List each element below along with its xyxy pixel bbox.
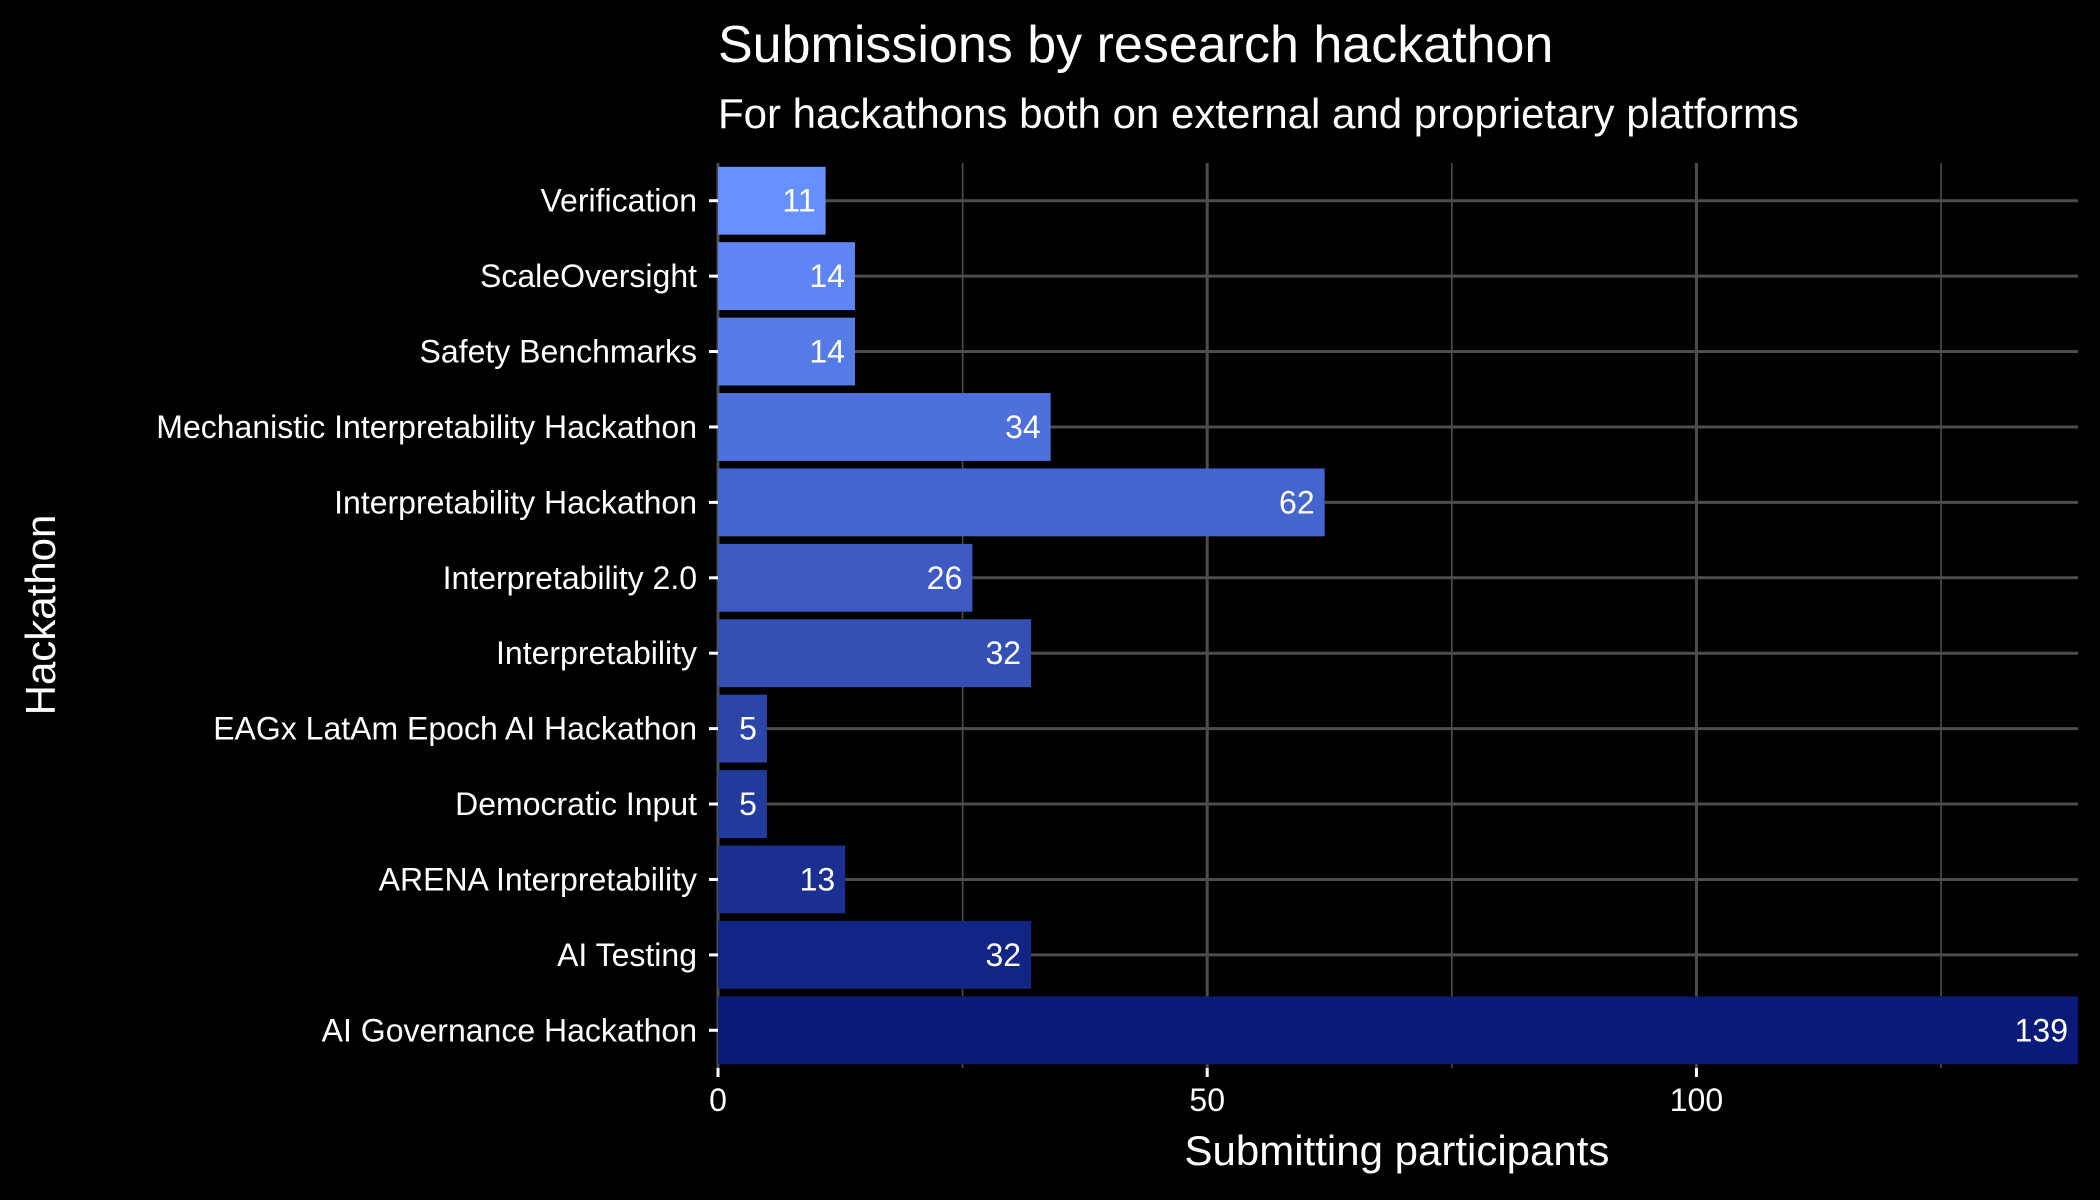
bar (718, 845, 846, 914)
category-label: Interpretability Hackathon (334, 484, 697, 520)
category-label: ScaleOversight (480, 258, 697, 294)
bar-value-label: 32 (985, 937, 1021, 973)
category-label: AI Testing (557, 937, 697, 973)
x-tick-label: 0 (709, 1082, 727, 1118)
category-label: Interpretability (496, 635, 697, 671)
bar-value-label: 14 (809, 258, 845, 294)
bar (718, 242, 855, 311)
bar-value-label: 5 (739, 786, 757, 822)
bar-value-label: 32 (985, 635, 1021, 671)
category-label: Democratic Input (455, 786, 697, 822)
bar (718, 166, 826, 235)
category-label: Interpretability 2.0 (443, 560, 697, 596)
x-tick-label: 100 (1670, 1082, 1723, 1118)
bar-value-label: 13 (800, 861, 836, 897)
bar-value-label: 14 (809, 334, 845, 370)
x-axis: 0 50 100 (709, 1068, 1723, 1118)
bar (718, 619, 1032, 688)
bar (718, 920, 1032, 989)
bar-value-label: 139 (2015, 1012, 2068, 1048)
category-label: EAGx LatAm Epoch AI Hackathon (213, 711, 697, 747)
category-label: Mechanistic Interpretability Hackathon (156, 409, 697, 445)
bar (718, 468, 1325, 537)
bar-value-label: 5 (739, 711, 757, 747)
y-axis: Verification ScaleOversight Safety Benchma… (156, 183, 718, 1048)
x-axis-title: Submitting participants (1185, 1127, 1610, 1174)
category-label: Safety Benchmarks (420, 334, 697, 370)
category-label: AI Governance Hackathon (322, 1012, 697, 1048)
category-label: ARENA Interpretability (379, 861, 697, 897)
bar (718, 996, 2078, 1065)
chart-title: Submissions by research hackathon (718, 16, 1553, 74)
bars: 11 14 14 34 62 26 32 5 5 13 32 139 (718, 166, 2078, 1065)
bar-value-label: 26 (927, 560, 963, 596)
y-axis-title: Hackathon (17, 515, 64, 716)
bar (718, 543, 973, 612)
bar (718, 393, 1051, 461)
bar-value-label: 62 (1279, 484, 1315, 520)
x-tick-label: 50 (1189, 1082, 1225, 1118)
bar (718, 694, 767, 763)
bar-value-label: 34 (1005, 409, 1041, 445)
bar (718, 317, 855, 386)
category-label: Verification (540, 183, 697, 219)
bar (718, 770, 767, 838)
chart-subtitle: For hackathons both on external and prop… (718, 90, 1799, 137)
bar-value-label: 11 (782, 183, 815, 219)
